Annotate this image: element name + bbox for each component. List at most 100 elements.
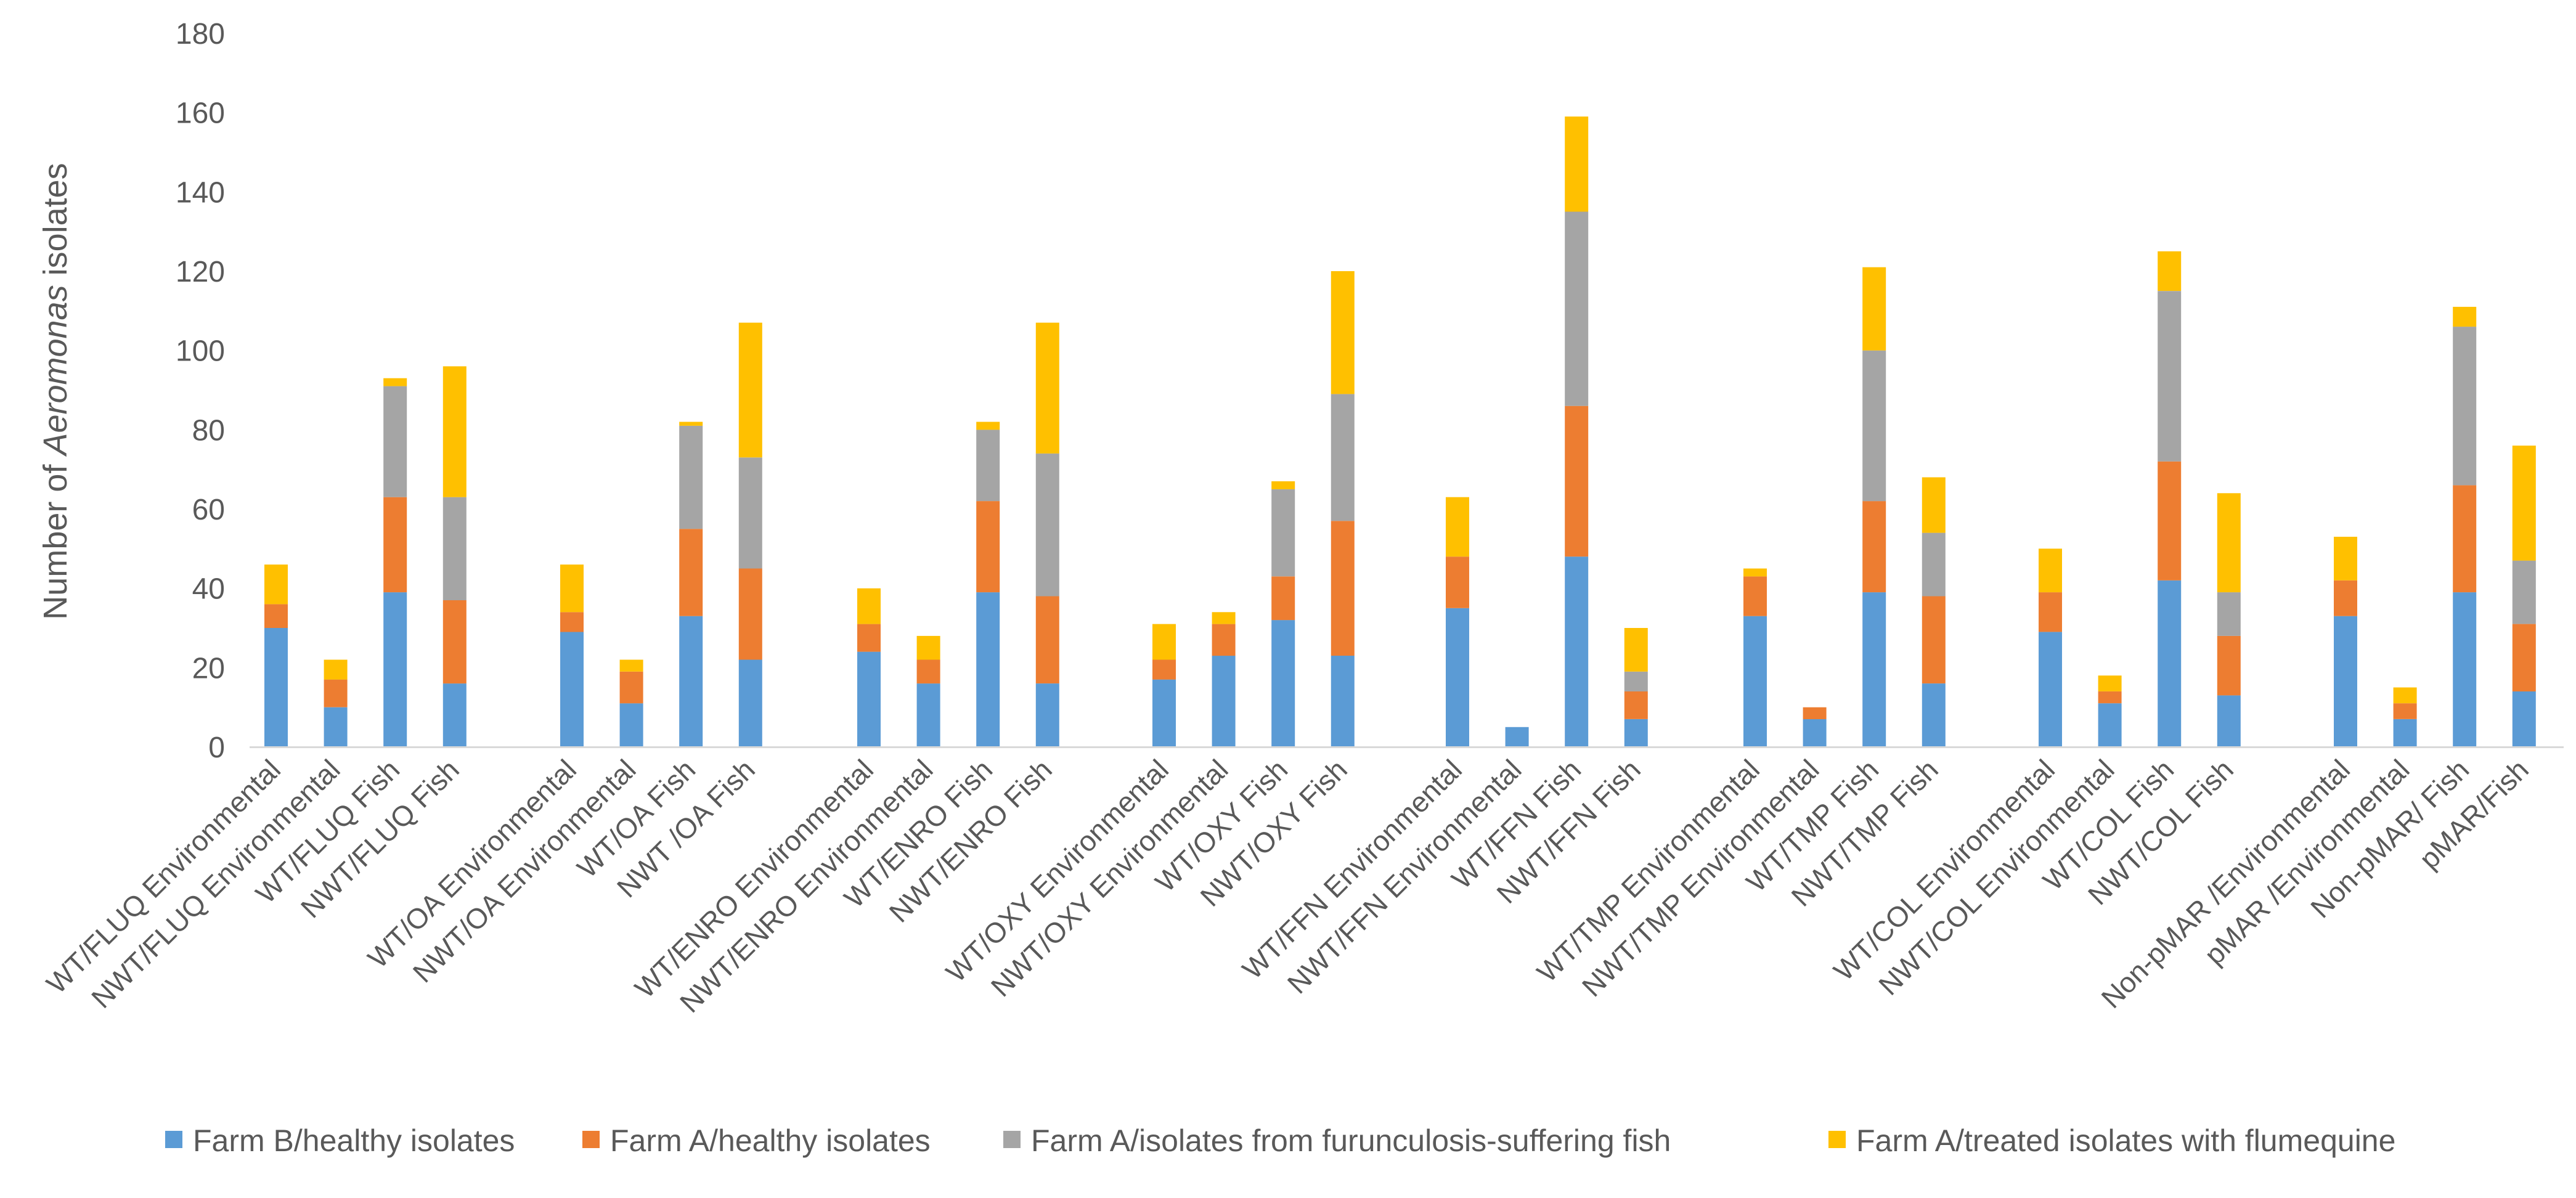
bar-segment-series-2-11 bbox=[976, 501, 1000, 593]
y-tick-label: 60 bbox=[192, 494, 225, 526]
bar-segment-series-2-24 bbox=[1922, 596, 1946, 683]
bar-segment-series-4-7 bbox=[679, 422, 703, 426]
bar-segment-series-3-15 bbox=[1271, 489, 1295, 577]
bar-segment-series-2-9 bbox=[857, 624, 881, 652]
bar-segment-series-1-27 bbox=[2158, 580, 2182, 747]
bar-segment-series-4-1 bbox=[264, 564, 288, 605]
bar-segment-series-4-10 bbox=[916, 635, 940, 660]
bar-segment-series-1-22 bbox=[1803, 719, 1827, 747]
bar-segment-series-1-6 bbox=[619, 703, 643, 747]
bar-segment-series-2-14 bbox=[1212, 624, 1236, 656]
bar-segment-series-2-29 bbox=[2334, 580, 2357, 616]
x-tick-label: WT/FLUQ Environmental bbox=[40, 753, 287, 1000]
bar-segment-series-4-20 bbox=[1624, 628, 1648, 672]
y-tick-label: 20 bbox=[192, 652, 225, 685]
bar-segment-series-3-12 bbox=[1035, 453, 1059, 597]
bar-segment-series-3-24 bbox=[1922, 532, 1946, 597]
bar-segment-series-2-6 bbox=[619, 671, 643, 704]
plot-area bbox=[264, 116, 2536, 747]
axes: 0 20 40 60 80 100 120 140 160 180 bbox=[176, 18, 2564, 764]
bar-segment-series-1-7 bbox=[679, 616, 703, 747]
bar-segment-series-4-6 bbox=[619, 659, 643, 672]
bar-segment-series-1-32 bbox=[2512, 691, 2536, 747]
bar-segment-series-1-4 bbox=[442, 683, 467, 747]
bar-segment-series-2-4 bbox=[442, 600, 467, 684]
bar-segment-series-4-19 bbox=[1565, 116, 1589, 212]
bar-segment-series-2-13 bbox=[1152, 659, 1176, 680]
y-tick-label: 0 bbox=[208, 731, 225, 764]
bar-segment-series-2-15 bbox=[1271, 576, 1295, 621]
bar-segment-series-4-32 bbox=[2512, 446, 2536, 561]
bar-segment-series-4-25 bbox=[2039, 548, 2062, 593]
bar-segment-series-4-26 bbox=[2098, 675, 2122, 691]
bar-segment-series-4-14 bbox=[1212, 612, 1236, 624]
legend-label-3: Farm A/isolates from furunculosis-suffer… bbox=[1031, 1123, 1671, 1158]
bar-segment-series-4-16 bbox=[1331, 271, 1355, 394]
bar-segment-series-1-10 bbox=[916, 683, 940, 747]
bar-segment-series-4-28 bbox=[2217, 493, 2241, 593]
bar-segment-series-1-29 bbox=[2334, 616, 2357, 747]
y-axis-title-suffix: isolates bbox=[37, 163, 74, 285]
x-tick-label: NWT/FLUQ Environmental bbox=[85, 753, 346, 1014]
bar-segment-series-3-23 bbox=[1862, 350, 1886, 502]
y-tick-label: 120 bbox=[176, 256, 225, 288]
bar-segment-series-1-18 bbox=[1505, 727, 1529, 747]
bar-segment-series-2-1 bbox=[264, 604, 288, 628]
bar-segment-series-2-7 bbox=[679, 529, 703, 616]
bar-segment-series-1-19 bbox=[1565, 556, 1589, 747]
bar-segment-series-4-24 bbox=[1922, 477, 1946, 533]
bar-segment-series-2-10 bbox=[916, 659, 940, 684]
y-axis-title-prefix: Number of bbox=[37, 455, 74, 620]
bar-segment-series-2-28 bbox=[2217, 635, 2241, 696]
bar-segment-series-2-22 bbox=[1803, 707, 1827, 719]
bar-segment-series-4-9 bbox=[857, 588, 881, 624]
bar-segment-series-2-16 bbox=[1331, 521, 1355, 656]
bar-segment-series-3-20 bbox=[1624, 671, 1648, 691]
legend-label-4: Farm A/treated isolates with flumequine bbox=[1856, 1123, 2395, 1158]
legend-swatch-2 bbox=[582, 1131, 600, 1148]
bar-segment-series-2-2 bbox=[324, 679, 348, 707]
bar-segment-series-2-17 bbox=[1446, 556, 1469, 608]
bar-segment-series-2-30 bbox=[2393, 703, 2417, 719]
bar-segment-series-3-3 bbox=[383, 386, 407, 497]
bar-segment-series-3-8 bbox=[738, 457, 762, 569]
bar-segment-series-1-5 bbox=[560, 632, 584, 747]
bar-segment-series-4-3 bbox=[383, 378, 407, 386]
bar-segment-series-1-28 bbox=[2217, 695, 2241, 747]
bar-segment-series-1-16 bbox=[1331, 656, 1355, 747]
legend-swatch-4 bbox=[1828, 1131, 1846, 1148]
bar-segment-series-1-17 bbox=[1446, 608, 1469, 747]
bar-segment-series-1-11 bbox=[976, 592, 1000, 747]
y-tick-label: 80 bbox=[192, 414, 225, 447]
bar-segment-series-2-5 bbox=[560, 612, 584, 632]
legend-swatch-3 bbox=[1003, 1131, 1021, 1148]
bar-segment-series-2-20 bbox=[1624, 691, 1648, 719]
y-tick-label: 140 bbox=[176, 176, 225, 209]
bar-segment-series-2-19 bbox=[1565, 405, 1589, 557]
bar-segment-series-1-30 bbox=[2393, 719, 2417, 747]
bar-segment-series-4-4 bbox=[442, 366, 467, 497]
bar-segment-series-2-25 bbox=[2039, 592, 2062, 632]
bar-segment-series-2-27 bbox=[2158, 461, 2182, 581]
bar-segment-series-2-3 bbox=[383, 497, 407, 593]
bar-segment-series-2-26 bbox=[2098, 691, 2122, 704]
bar-segment-series-4-11 bbox=[976, 422, 1000, 430]
bar-segment-series-1-12 bbox=[1035, 683, 1059, 747]
bar-segment-series-4-29 bbox=[2334, 537, 2357, 581]
bar-segment-series-4-15 bbox=[1271, 481, 1295, 489]
bar-segment-series-4-2 bbox=[324, 659, 348, 680]
bar-segment-series-4-21 bbox=[1743, 568, 1767, 577]
y-tick-label: 40 bbox=[192, 573, 225, 606]
bar-segment-series-3-19 bbox=[1565, 211, 1589, 406]
bar-segment-series-4-17 bbox=[1446, 497, 1469, 557]
bar-segment-series-1-1 bbox=[264, 628, 288, 747]
bar-segment-series-2-21 bbox=[1743, 576, 1767, 616]
y-axis-title-genus: Aeromonas bbox=[37, 285, 74, 457]
bar-segment-series-3-27 bbox=[2158, 291, 2182, 462]
bar-segment-series-4-12 bbox=[1035, 322, 1059, 454]
bar-segment-series-1-25 bbox=[2039, 632, 2062, 747]
bar-segment-series-1-23 bbox=[1862, 592, 1886, 747]
bar-segment-series-4-30 bbox=[2393, 687, 2417, 704]
bar-segment-series-2-8 bbox=[738, 568, 762, 660]
